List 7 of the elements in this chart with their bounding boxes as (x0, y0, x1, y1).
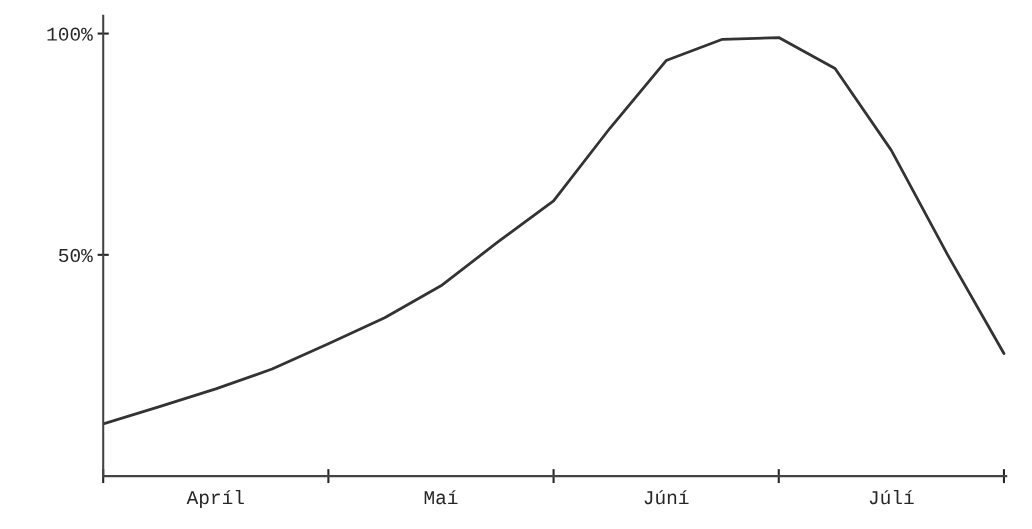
y-tick-label: 100% (47, 27, 93, 41)
x-tick-label: Maí (424, 490, 458, 505)
x-tick-label: Júní (644, 490, 689, 505)
y-tick-label: 50% (58, 248, 93, 263)
x-tick-label: Apríl (186, 489, 244, 509)
x-tick-label: Júlí (869, 489, 914, 505)
line-series (103, 36, 1006, 426)
